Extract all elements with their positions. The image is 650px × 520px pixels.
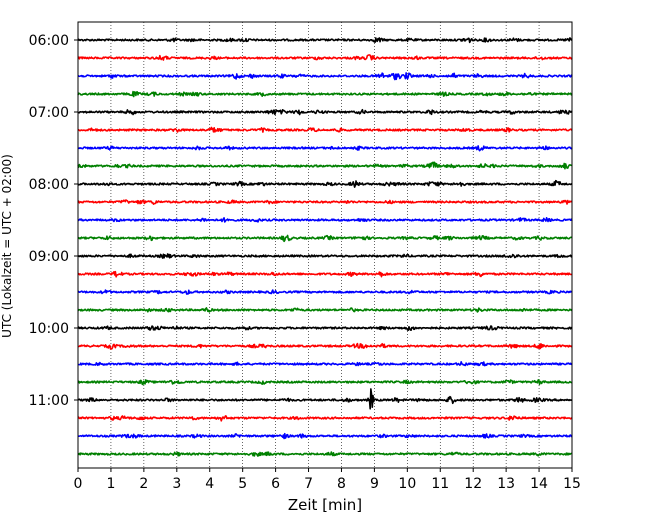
trace-09:00 (77, 253, 573, 259)
trace-group (77, 37, 573, 457)
x-tick-label-5: 5 (238, 476, 247, 492)
x-tick-label-8: 8 (337, 476, 346, 492)
trace-10:45 (77, 379, 573, 386)
y-tick-label-4: 10:00 (29, 321, 69, 337)
x-tick-label-14: 14 (530, 476, 548, 492)
trace-09:30 (77, 289, 573, 295)
trace-07:30 (77, 145, 573, 152)
x-tick-label-1: 1 (106, 476, 115, 492)
trace-10:00 (77, 325, 573, 331)
trace-06:30 (77, 72, 573, 81)
x-axis-label: Zeit [min] (288, 496, 362, 514)
x-tick-label-2: 2 (139, 476, 148, 492)
y-tick-label-0: 06:00 (29, 33, 69, 49)
x-tick-label-15: 15 (563, 476, 581, 492)
x-tick-label-10: 10 (398, 476, 416, 492)
trace-06:15 (77, 54, 573, 61)
x-tick-label-7: 7 (304, 476, 313, 492)
trace-08:45 (77, 234, 573, 243)
trace-07:15 (77, 126, 573, 133)
x-tick-label-12: 12 (464, 476, 482, 492)
trace-10:15 (77, 342, 573, 350)
trace-11:30 (77, 432, 573, 440)
y-tick-label-1: 07:00 (29, 105, 69, 121)
trace-07:00 (77, 108, 573, 116)
x-tick-label-0: 0 (74, 476, 83, 492)
trace-11:00 (77, 388, 573, 410)
y-tick-label-5: 11:00 (29, 393, 69, 409)
x-tick-label-4: 4 (205, 476, 214, 492)
trace-08:15 (77, 199, 573, 205)
trace-11:15 (77, 415, 573, 422)
trace-06:45 (77, 90, 573, 98)
trace-09:15 (77, 270, 573, 278)
x-tick-label-11: 11 (431, 476, 449, 492)
trace-07:45 (77, 161, 573, 170)
trace-11:45 (77, 451, 573, 457)
y-tick-label-2: 08:00 (29, 177, 69, 193)
x-tick-label-3: 3 (172, 476, 181, 492)
plot-frame (77, 21, 573, 469)
trace-10:30 (77, 361, 573, 367)
trace-06:00 (77, 37, 573, 44)
x-tick-label-9: 9 (370, 476, 379, 492)
y-axis-label: UTC (Lokalzeit = UTC + 02:00) (0, 154, 14, 338)
trace-08:00 (77, 179, 573, 188)
trace-09:45 (77, 307, 573, 313)
x-tick-label-13: 13 (497, 476, 515, 492)
y-axis: 06:00 07:00 08:00 09:00 10:00 11:00 (29, 33, 78, 409)
trace-08:30 (77, 216, 573, 223)
grid-lines (110, 22, 540, 468)
x-tick-label-6: 6 (271, 476, 280, 492)
y-tick-label-3: 09:00 (29, 249, 69, 265)
x-axis: 0 1 2 3 4 5 6 7 8 9 10 11 12 13 14 15 (74, 468, 581, 492)
